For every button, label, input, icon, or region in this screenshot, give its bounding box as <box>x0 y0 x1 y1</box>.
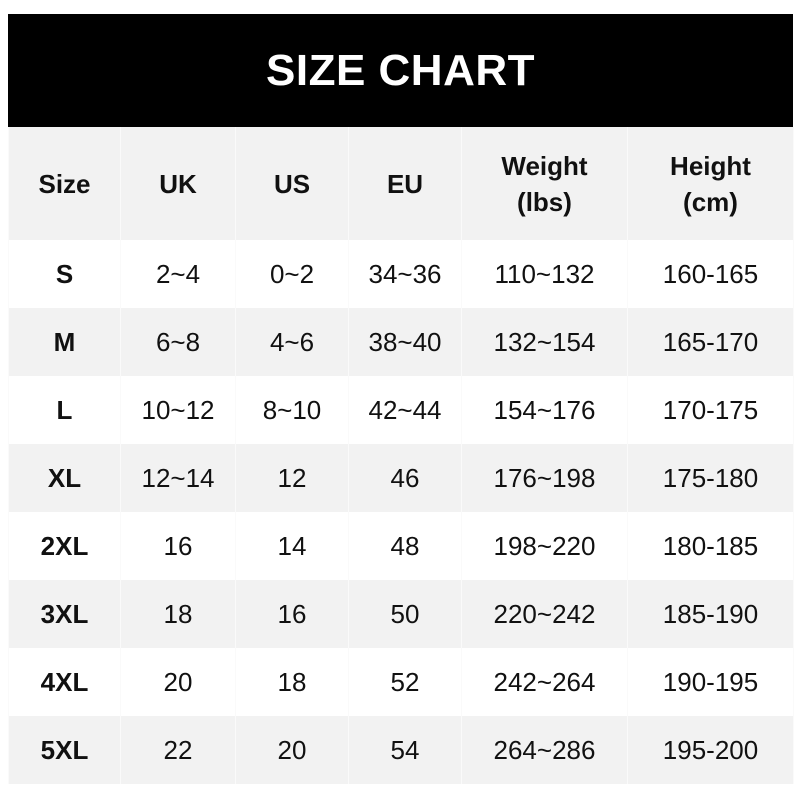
size-chart-title: SIZE CHART <box>8 14 793 127</box>
header-text: (cm) <box>683 186 738 217</box>
header-text: (lbs) <box>517 186 572 217</box>
cell-us: 14 <box>235 512 349 580</box>
cell-eu: 54 <box>348 716 462 784</box>
cell-us: 16 <box>235 580 349 648</box>
table-row: M 6~8 4~6 38~40 132~154 165-170 <box>8 308 794 376</box>
cell-size: L <box>8 376 121 444</box>
cell-uk: 20 <box>120 648 236 716</box>
cell-size: 3XL <box>8 580 121 648</box>
cell-height: 185-190 <box>627 580 794 648</box>
column-header-height: Height (cm) <box>627 127 794 240</box>
cell-size: XL <box>8 444 121 512</box>
cell-weight: 176~198 <box>461 444 628 512</box>
table-row: 3XL 18 16 50 220~242 185-190 <box>8 580 794 648</box>
cell-uk: 18 <box>120 580 236 648</box>
cell-height: 175-180 <box>627 444 794 512</box>
column-header-size: Size <box>8 127 121 240</box>
cell-us: 12 <box>235 444 349 512</box>
column-header-us: US <box>235 127 349 240</box>
header-row: Size UK US EU Weight (lbs) Height (cm) <box>8 127 794 240</box>
table-row: L 10~12 8~10 42~44 154~176 170-175 <box>8 376 794 444</box>
cell-height: 180-185 <box>627 512 794 580</box>
cell-weight: 198~220 <box>461 512 628 580</box>
header-text: Size <box>38 168 91 199</box>
cell-size: S <box>8 240 121 308</box>
table-row: 5XL 22 20 54 264~286 195-200 <box>8 716 794 784</box>
column-header-weight: Weight (lbs) <box>461 127 628 240</box>
cell-eu: 46 <box>348 444 462 512</box>
column-header-uk: UK <box>120 127 236 240</box>
cell-us: 8~10 <box>235 376 349 444</box>
cell-weight: 132~154 <box>461 308 628 376</box>
cell-us: 4~6 <box>235 308 349 376</box>
cell-us: 20 <box>235 716 349 784</box>
cell-weight: 264~286 <box>461 716 628 784</box>
cell-weight: 110~132 <box>461 240 628 308</box>
cell-uk: 10~12 <box>120 376 236 444</box>
table-row: 4XL 20 18 52 242~264 190-195 <box>8 648 794 716</box>
header-text: Height <box>670 150 751 181</box>
cell-us: 0~2 <box>235 240 349 308</box>
table-row: XL 12~14 12 46 176~198 175-180 <box>8 444 794 512</box>
cell-eu: 38~40 <box>348 308 462 376</box>
cell-size: M <box>8 308 121 376</box>
cell-height: 170-175 <box>627 376 794 444</box>
cell-height: 195-200 <box>627 716 794 784</box>
cell-weight: 154~176 <box>461 376 628 444</box>
cell-height: 160-165 <box>627 240 794 308</box>
header-text: UK <box>159 168 197 199</box>
cell-uk: 12~14 <box>120 444 236 512</box>
cell-height: 165-170 <box>627 308 794 376</box>
cell-uk: 6~8 <box>120 308 236 376</box>
cell-size: 5XL <box>8 716 121 784</box>
cell-uk: 16 <box>120 512 236 580</box>
header-text: Weight <box>501 150 588 181</box>
cell-eu: 52 <box>348 648 462 716</box>
cell-eu: 48 <box>348 512 462 580</box>
size-table: Size UK US EU Weight (lbs) Height (cm) S 2~4 0~2 3… <box>8 127 794 784</box>
cell-eu: 34~36 <box>348 240 462 308</box>
cell-uk: 22 <box>120 716 236 784</box>
cell-size: 2XL <box>8 512 121 580</box>
table-row: 2XL 16 14 48 198~220 180-185 <box>8 512 794 580</box>
column-header-eu: EU <box>348 127 462 240</box>
cell-height: 190-195 <box>627 648 794 716</box>
cell-uk: 2~4 <box>120 240 236 308</box>
cell-weight: 220~242 <box>461 580 628 648</box>
header-text: EU <box>386 168 424 199</box>
header-text: US <box>273 168 311 199</box>
table-row: S 2~4 0~2 34~36 110~132 160-165 <box>8 240 794 308</box>
cell-eu: 42~44 <box>348 376 462 444</box>
cell-size: 4XL <box>8 648 121 716</box>
cell-us: 18 <box>235 648 349 716</box>
cell-weight: 242~264 <box>461 648 628 716</box>
cell-eu: 50 <box>348 580 462 648</box>
